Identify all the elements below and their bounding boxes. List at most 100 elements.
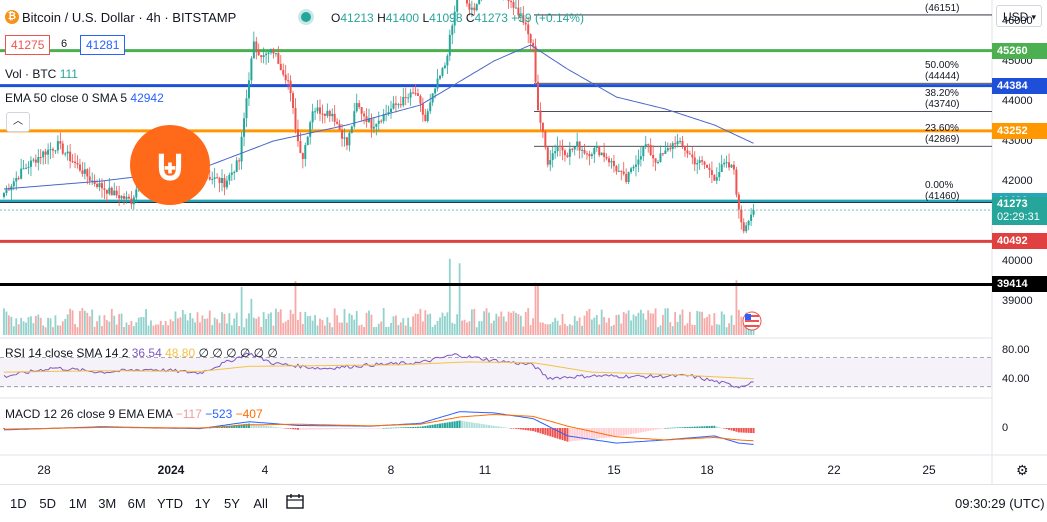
volume-bar <box>647 310 650 335</box>
volume-bar <box>44 327 47 335</box>
bottom-toolbar: 1D 5D 1M 3M 6M YTD 1Y 5Y All 09:30:29 (UTC) <box>0 484 1047 522</box>
candle-body <box>713 175 716 181</box>
calendar-icon[interactable] <box>286 493 304 509</box>
macd-histogram-bar <box>571 428 574 442</box>
volume-legend[interactable]: Vol · BTC 111 <box>5 67 78 81</box>
macd-histogram-bar <box>22 428 25 429</box>
macd-histogram-bar <box>309 428 312 430</box>
ema-name: EMA 50 close 0 SMA 5 <box>5 91 128 105</box>
us-flag-icon-stripe <box>745 315 759 317</box>
macd-histogram-bar <box>387 427 390 429</box>
symbol-title[interactable]: Bitcoin / U.S. Dollar · 4h · BITSTAMP <box>22 10 237 25</box>
macd-histogram-bar <box>341 428 344 429</box>
volume-bar <box>718 324 721 335</box>
timeframe-1y[interactable]: 1Y <box>194 496 211 511</box>
buy-button[interactable]: 41281 <box>80 35 126 55</box>
candle-body <box>333 113 336 122</box>
macd-histogram-bar <box>644 428 647 432</box>
volume-bar <box>252 317 255 335</box>
volume-bar <box>328 322 331 335</box>
volume-bar <box>458 263 461 335</box>
candle-body <box>392 103 395 109</box>
macd-histogram-bar <box>299 428 302 430</box>
volume-bar <box>86 312 89 335</box>
candle-body <box>686 150 689 154</box>
candle-body <box>208 176 211 180</box>
volume-bar <box>622 312 625 335</box>
rsi-legend[interactable]: RSI 14 close SMA 14 2 36.54 48.80 ∅ ∅ ∅ … <box>5 346 278 360</box>
macd-histogram-bar <box>497 426 500 428</box>
volume-bar <box>368 310 370 335</box>
volume-bar <box>154 324 157 335</box>
gear-icon[interactable]: ⚙ <box>1016 462 1029 478</box>
volume-bar <box>15 318 18 335</box>
fib-level-label: 23.60% (42869) <box>925 123 960 146</box>
volume-bar <box>174 311 177 335</box>
volume-bar <box>223 313 226 335</box>
macd-histogram-bar <box>492 425 495 428</box>
volume-bar <box>216 319 219 335</box>
volume-bar <box>243 327 245 335</box>
macd-histogram-bar <box>350 428 353 429</box>
candle-body <box>737 194 740 210</box>
macd-histogram-bar <box>473 422 476 428</box>
sell-button[interactable]: 41275 <box>5 35 51 55</box>
volume-bar <box>529 325 532 335</box>
candle-body <box>639 156 642 160</box>
macd-histogram-bar <box>747 428 750 433</box>
candle-body <box>747 220 750 226</box>
volume-bar <box>510 312 512 335</box>
volume-bar <box>475 327 478 335</box>
timeframe-ytd[interactable]: YTD <box>157 496 183 511</box>
macd-histogram-bar <box>652 428 655 431</box>
currency-select[interactable]: USD ▾ <box>996 5 1042 27</box>
macd-histogram-bar <box>392 427 395 429</box>
volume-bar <box>191 318 194 335</box>
candle-body <box>44 151 47 155</box>
collapse-legend-button[interactable]: ︿ <box>6 112 30 132</box>
volume-bar <box>365 312 368 335</box>
macd-histogram-bar <box>434 424 437 428</box>
macd-histogram-bar <box>140 427 143 429</box>
macd-histogram-bar <box>17 428 20 429</box>
utc-clock[interactable]: 09:30:29 (UTC) <box>955 496 1045 511</box>
candle-body <box>216 177 219 179</box>
rsi-tick-label: 80.00 <box>1002 344 1030 357</box>
candle-body <box>277 53 280 64</box>
candle-body <box>407 97 410 99</box>
volume-bar <box>235 312 238 335</box>
volume-bar <box>473 308 476 335</box>
ema-legend[interactable]: EMA 50 close 0 SMA 5 42942 <box>5 91 164 105</box>
timeframe-5d[interactable]: 5D <box>39 496 57 511</box>
candle-body <box>255 41 258 51</box>
macd-histogram-bar <box>235 424 238 428</box>
candle-body <box>752 210 755 215</box>
volume-bar <box>404 325 407 335</box>
macd-histogram-bar <box>742 428 745 433</box>
volume-bar <box>238 325 241 335</box>
volume-bar <box>698 311 701 335</box>
macd-legend[interactable]: MACD 12 26 close 9 EMA EMA −117 −523 −40… <box>5 407 263 421</box>
volume-bar <box>226 323 228 335</box>
timeframe-6m[interactable]: 6M <box>127 496 146 511</box>
y-tick-label: 39000 <box>1002 295 1033 307</box>
candle-body <box>600 152 603 156</box>
macd-histogram-bar <box>152 428 155 429</box>
bitcoin-icon: ₿ <box>5 10 19 24</box>
candle-body <box>617 170 620 172</box>
volume-bar <box>299 311 302 335</box>
macd-histogram-bar <box>522 428 525 430</box>
timeframe-5y[interactable]: 5Y <box>224 496 240 511</box>
timeframe-1m[interactable]: 1M <box>68 496 87 511</box>
candle-body <box>429 102 432 112</box>
candle-body <box>348 132 351 146</box>
macd-histogram-bar <box>683 427 686 428</box>
timeframe-all[interactable]: All <box>253 496 268 511</box>
volume-bar <box>436 320 439 335</box>
macd-histogram-bar <box>216 427 219 428</box>
timeframe-1d[interactable]: 1D <box>10 496 27 511</box>
us-flag-icon-canton <box>745 314 751 320</box>
volume-bar <box>605 322 608 335</box>
timeframe-3m[interactable]: 3M <box>98 496 117 511</box>
